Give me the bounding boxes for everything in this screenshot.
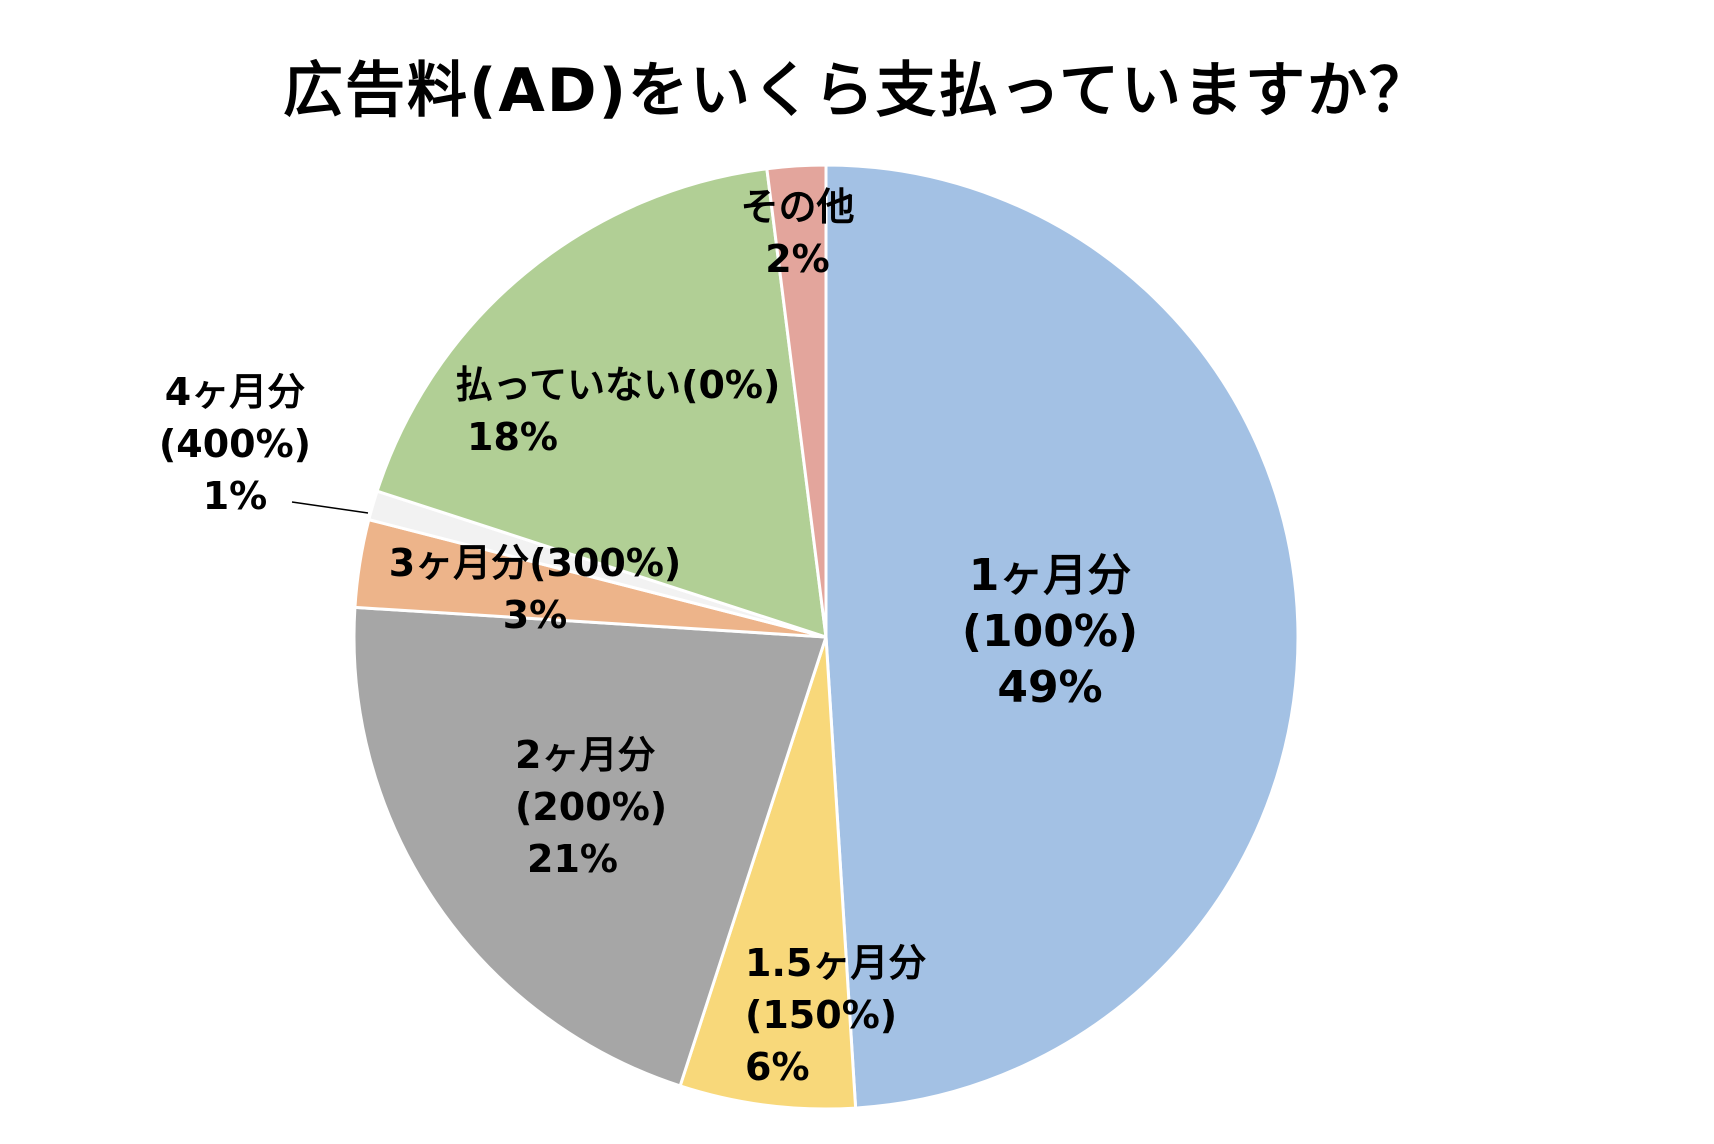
label-1-5-months-pct: 6% — [745, 1045, 810, 1089]
label-not-paid-name: 払っていない(0%) — [455, 363, 781, 407]
label-2-months-name: 2ヶ月分 — [515, 733, 656, 777]
label-4-months-name: 4ヶ月分 — [164, 370, 306, 414]
label-1-5-months-name: 1.5ヶ月分 — [745, 941, 927, 985]
leader-line-4-months — [291, 501, 369, 514]
label-1-month-name: 1ヶ月分 — [968, 550, 1132, 601]
label-4-months: 4ヶ月分 (400%) 1% — [150, 366, 320, 522]
label-2-months-pct: 21% — [527, 837, 618, 881]
label-1-month-pct: 49% — [997, 662, 1103, 713]
pie-slice-2-months — [352, 605, 828, 1088]
pie-slices — [352, 163, 1300, 1111]
label-3-months-pct: 3% — [502, 593, 568, 637]
label-1-5-months-rate: (150%) — [745, 993, 898, 1037]
label-3-months: 3ヶ月分(300%) 3% — [380, 537, 690, 641]
label-other-pct: 2% — [765, 237, 830, 281]
chart-title: 広告料(AD)をいくら支払っていますか？ — [282, 56, 1432, 126]
label-1-5-months: 1.5ヶ月分 (150%) 6% — [745, 937, 926, 1093]
label-3-months-name: 3ヶ月分(300%) — [388, 541, 682, 585]
pie-slice-other — [765, 163, 828, 639]
pie-slice-1-month — [824, 163, 1300, 1110]
label-1-month-rate: (100%) — [961, 606, 1139, 657]
label-1-month: 1ヶ月分 (100%) 49% — [950, 548, 1150, 716]
pie-slice-1-5-months — [678, 635, 858, 1111]
label-not-paid: 払っていない(0%) 18% — [455, 359, 780, 463]
label-4-months-rate: (400%) — [158, 422, 312, 466]
label-not-paid-pct: 18% — [467, 415, 558, 459]
pie-slice-not-paid — [375, 167, 828, 639]
label-other: その他 2% — [730, 181, 865, 285]
label-4-months-pct: 1% — [202, 474, 268, 518]
label-2-months-rate: (200%) — [515, 785, 668, 829]
label-other-name: その他 — [740, 185, 855, 229]
label-2-months: 2ヶ月分 (200%) 21% — [515, 729, 667, 885]
